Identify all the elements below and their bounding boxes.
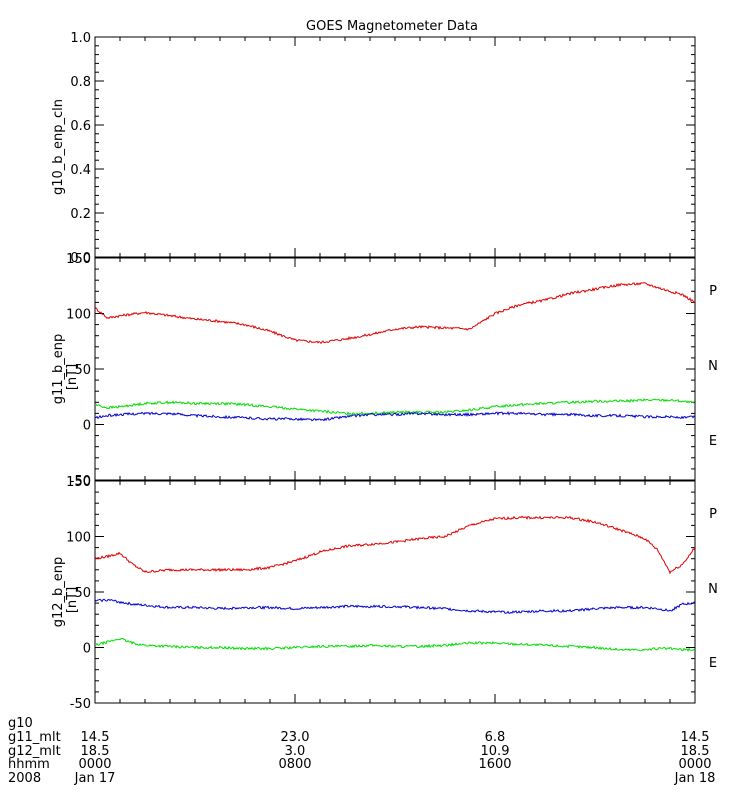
footer-cell-hhmm: 0000 — [678, 757, 712, 772]
footer-cell-hhmm: 0800 — [278, 757, 312, 772]
footer-cell-g11_mlt: 6.8 — [484, 730, 506, 745]
y-tick-label: 50 — [74, 363, 91, 378]
panel-frame — [94, 36, 696, 258]
y-tick-label: -50 — [70, 474, 91, 489]
footer-cell-g11_mlt: 14.5 — [680, 730, 710, 745]
y-axis-label: g10_b_enp_cln — [51, 99, 66, 195]
footer-cell-date: Jan 18 — [674, 771, 716, 786]
footer-row-label: 2008 — [8, 771, 42, 786]
series-group — [95, 282, 695, 422]
y-axis-label: g11_b_enp — [51, 334, 66, 405]
panel-frame — [94, 257, 696, 481]
panel-0: 0.0 0.2 0.4 0.6 0.8 1.0 g10_b_enp_cln — [51, 31, 696, 266]
footer-cell-g12_mlt: 10.9 — [480, 744, 510, 759]
panel-frame — [94, 480, 696, 704]
legend-N: N — [708, 359, 718, 374]
series-line-E — [95, 411, 695, 422]
footer-row-label: g12_mlt — [8, 744, 61, 759]
y-tick-label: 0 — [83, 419, 91, 434]
panel-2: -50 0 50 100 150 g12_b_enp [nT] P N E — [51, 475, 718, 712]
y-tick-label: 0.0 — [70, 251, 91, 266]
y-tick-label: -50 — [70, 697, 91, 712]
y-axis-units: [nT] — [65, 364, 80, 390]
footer-row-label: g10 — [8, 716, 33, 731]
y-tick-label: 100 — [66, 308, 91, 323]
footer-cell-hhmm: 1600 — [478, 757, 512, 772]
y-tick-label: 0.2 — [70, 207, 91, 222]
y-tick-label: 0.4 — [70, 163, 91, 178]
footer-cell-g12_mlt: 18.5 — [680, 744, 710, 759]
y-tick-label: 150 — [66, 252, 91, 267]
series-group — [95, 515, 695, 652]
series-line-N — [95, 637, 695, 652]
legend-P: P — [709, 507, 717, 522]
y-tick-label: 1.0 — [70, 31, 91, 46]
series-line-P — [95, 515, 695, 575]
y-tick-label: 50 — [74, 586, 91, 601]
y-tick-label: 0.8 — [70, 75, 91, 90]
footer-cell-date: Jan 17 — [74, 771, 116, 786]
footer-cell-g12_mlt: 18.5 — [80, 744, 110, 759]
series-line-E — [95, 598, 695, 614]
y-tick-label: 100 — [66, 531, 91, 546]
y-tick-label: 150 — [66, 475, 91, 490]
panel-1: -50 0 50 100 150 g11_b_enp [nT] P N E — [51, 252, 718, 489]
y-tick-label: 0.6 — [70, 119, 91, 134]
footer-row-label: hhmm — [8, 757, 50, 772]
footer-cell-g11_mlt: 14.5 — [80, 730, 110, 745]
y-tick-label: 0 — [83, 642, 91, 657]
footer-row-label: g11_mlt — [8, 730, 61, 745]
legend-E: E — [709, 434, 717, 449]
footer-cell-hhmm: 0000 — [78, 757, 112, 772]
y-axis-label: g12_b_enp — [51, 557, 66, 628]
footer-cell-g12_mlt: 3.0 — [284, 744, 306, 759]
footer-cell-g11_mlt: 23.0 — [280, 730, 310, 745]
series-line-P — [95, 282, 695, 345]
legend-N: N — [708, 582, 718, 597]
legend-E: E — [709, 656, 717, 671]
chart-title: GOES Magnetometer Data — [306, 19, 478, 34]
panels: 0.0 0.2 0.4 0.6 0.8 1.0 g10_b_enp_cln -50 0 50 100… — [51, 31, 718, 712]
y-axis-units: [nT] — [65, 587, 80, 613]
series-line-N — [95, 398, 695, 416]
legend-P: P — [709, 284, 717, 299]
